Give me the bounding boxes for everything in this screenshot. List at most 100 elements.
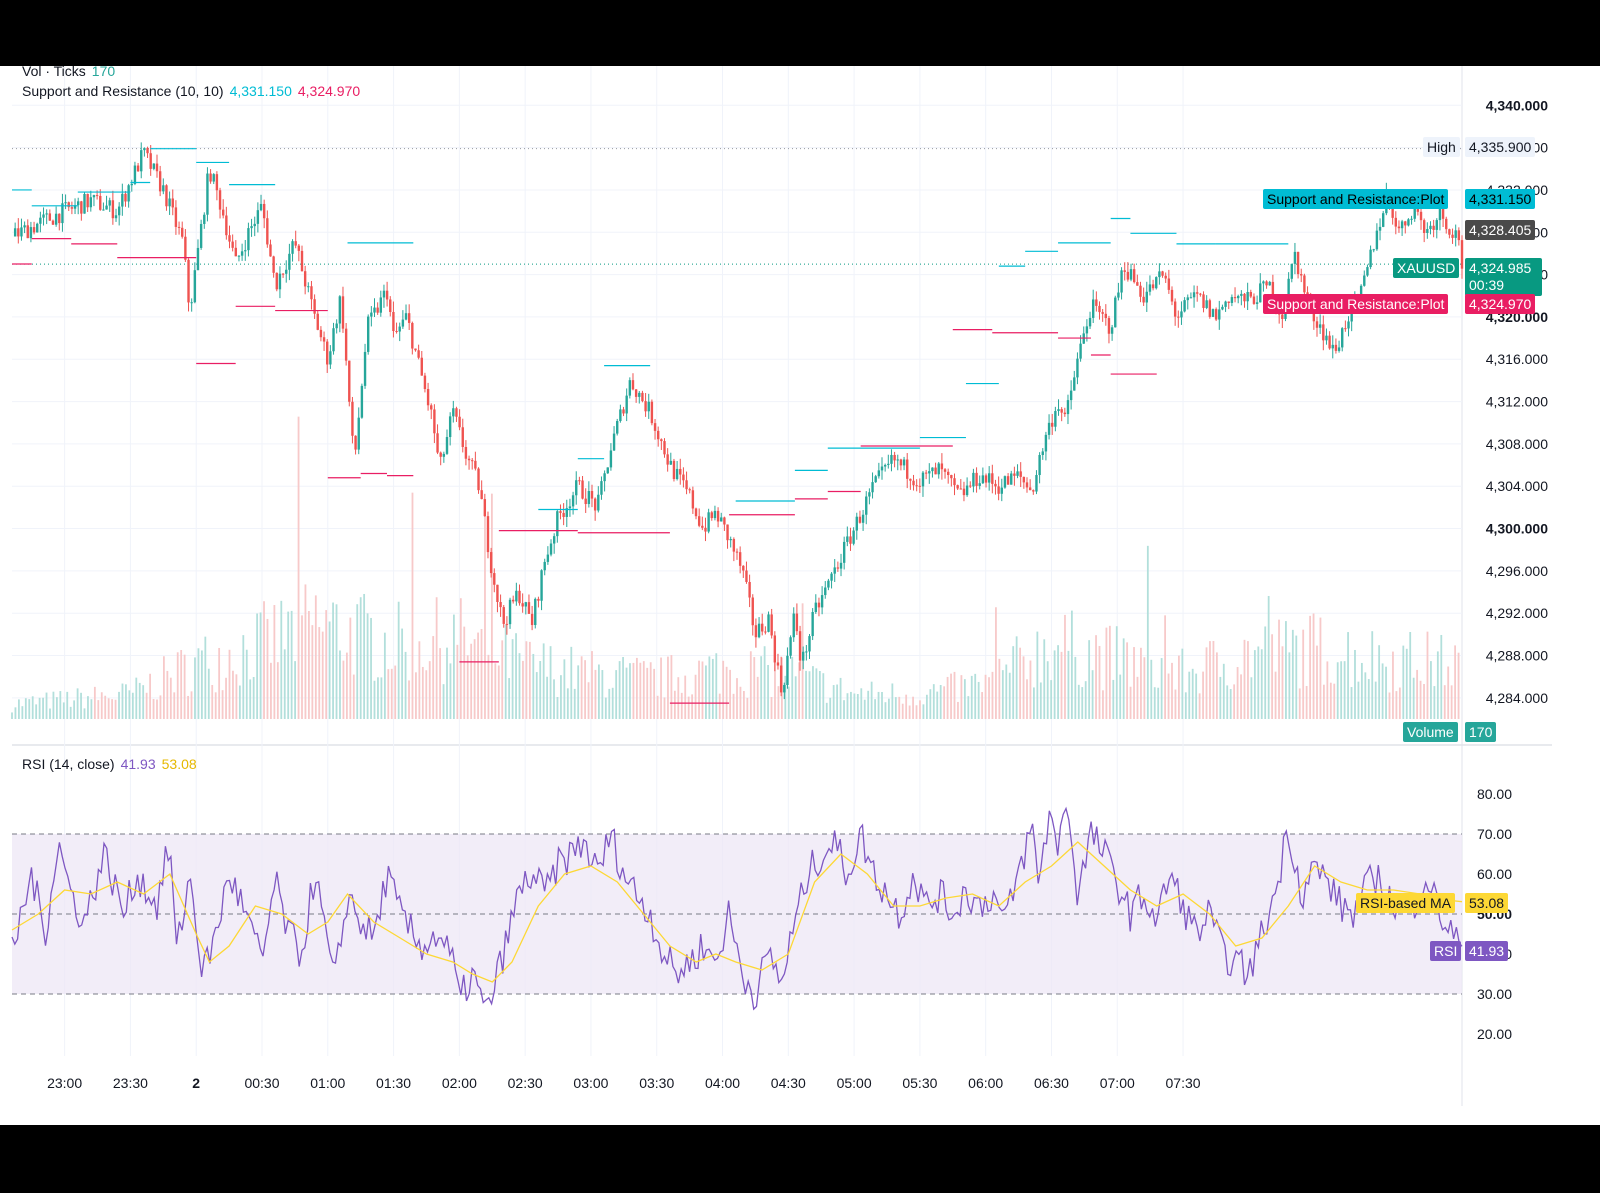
candle-body bbox=[250, 226, 253, 229]
volume-bar bbox=[459, 598, 462, 719]
candle-body bbox=[644, 401, 647, 412]
candle-body bbox=[288, 253, 291, 270]
candle-body bbox=[767, 614, 770, 632]
volume-bar bbox=[1005, 664, 1008, 719]
rsi-legend-ma: 53.08 bbox=[161, 756, 197, 772]
volume-bar bbox=[528, 641, 531, 719]
rsi-legend: RSI (14, close) 41.93 53.08 bbox=[22, 756, 203, 772]
volume-bar bbox=[1229, 689, 1232, 719]
volume-bar bbox=[1450, 685, 1453, 719]
candle-body bbox=[1158, 271, 1161, 278]
candle-body bbox=[266, 218, 269, 245]
volume-bar bbox=[622, 657, 624, 719]
candle-body bbox=[833, 567, 836, 574]
candle-body bbox=[663, 441, 666, 455]
volume-bar bbox=[511, 639, 514, 719]
candle-body bbox=[420, 357, 423, 376]
candle-body bbox=[666, 454, 669, 465]
candle-body bbox=[682, 474, 685, 481]
volume-bar bbox=[1426, 631, 1429, 719]
volume-bar bbox=[397, 601, 400, 719]
candle-body bbox=[940, 463, 944, 470]
candle-body bbox=[653, 423, 657, 431]
candle-body bbox=[1318, 324, 1322, 328]
volume-bar bbox=[83, 708, 86, 719]
volume-bar bbox=[953, 671, 956, 719]
candle-body bbox=[452, 408, 455, 417]
candle-body bbox=[1066, 400, 1070, 415]
volume-bar bbox=[936, 691, 939, 719]
volume-bar bbox=[93, 686, 96, 719]
volume-bar bbox=[1302, 629, 1305, 719]
volume-bar bbox=[1188, 671, 1191, 719]
volume-bar bbox=[1057, 645, 1059, 719]
resistance-plot-value: 4,331.150 bbox=[1465, 189, 1536, 209]
volume-bar bbox=[187, 695, 189, 719]
volume-bar bbox=[573, 688, 576, 719]
volume-bar bbox=[270, 662, 272, 719]
candle-body bbox=[1236, 295, 1240, 299]
candle-body bbox=[861, 514, 865, 523]
high-label-badge: High bbox=[1423, 137, 1460, 157]
candle-body bbox=[1416, 208, 1420, 212]
trading-chart[interactable]: 23:00 23:30 2 00:30 01:00 01:30 02:00 02:30 03:0… bbox=[0, 66, 1600, 1125]
candle-body bbox=[568, 506, 572, 509]
candle-body bbox=[1407, 219, 1410, 226]
volume-bar bbox=[711, 658, 714, 719]
rsi-value-badge: 41.93 bbox=[1465, 941, 1509, 961]
candle-body bbox=[332, 328, 335, 352]
volume-bar bbox=[898, 696, 901, 719]
volume-bar bbox=[818, 670, 821, 719]
candle-body bbox=[54, 213, 58, 225]
candle-body bbox=[518, 590, 521, 604]
volume-bar bbox=[221, 690, 224, 719]
candle-body bbox=[1341, 328, 1344, 348]
candle-body bbox=[707, 512, 710, 532]
volume-bar bbox=[325, 610, 328, 719]
candle-body bbox=[638, 392, 641, 397]
volume-bar bbox=[14, 707, 17, 719]
candle-body bbox=[846, 536, 849, 542]
volume-bar bbox=[349, 617, 352, 719]
time-tick-label: 00:30 bbox=[244, 1075, 279, 1091]
volume-bar bbox=[749, 651, 752, 719]
candle-body bbox=[411, 322, 414, 349]
volume-bar bbox=[28, 699, 31, 719]
candle-body bbox=[300, 250, 304, 272]
candle-body bbox=[1161, 271, 1164, 276]
candle-body bbox=[39, 217, 42, 224]
candle-body bbox=[70, 207, 74, 209]
candle-body bbox=[114, 215, 118, 219]
volume-bar bbox=[708, 656, 711, 719]
volume-bar bbox=[477, 632, 479, 719]
volume-bar bbox=[1077, 684, 1080, 719]
candle-body bbox=[552, 536, 556, 544]
volume-bar bbox=[532, 653, 535, 719]
volume-bar bbox=[863, 699, 866, 719]
volume-bar bbox=[732, 693, 735, 719]
candle-body bbox=[1164, 275, 1167, 279]
candle-body bbox=[1246, 291, 1249, 302]
volume-bar bbox=[667, 656, 669, 719]
candle-body bbox=[483, 499, 487, 517]
price-tick-label: 4,340.000 bbox=[1486, 97, 1548, 113]
volume-bar bbox=[435, 597, 438, 719]
volume-bar bbox=[11, 712, 13, 719]
volume-bar bbox=[839, 677, 842, 719]
volume-bar bbox=[981, 692, 984, 719]
candle-body bbox=[319, 329, 323, 338]
time-tick-label: 01:00 bbox=[310, 1075, 345, 1091]
volume-bar bbox=[1305, 686, 1308, 719]
candle-body bbox=[184, 236, 187, 260]
volume-bar bbox=[1112, 679, 1115, 719]
candle-body bbox=[1344, 328, 1347, 330]
candle-body bbox=[341, 296, 345, 329]
candle-body bbox=[1136, 282, 1139, 286]
candle-body bbox=[987, 473, 991, 483]
candle-body bbox=[1199, 293, 1202, 295]
volume-bar bbox=[76, 688, 79, 719]
volume-bar bbox=[853, 693, 856, 719]
volume-bar bbox=[856, 694, 859, 719]
time-tick-label: 02:00 bbox=[442, 1075, 477, 1091]
volume-bar bbox=[1108, 625, 1111, 719]
